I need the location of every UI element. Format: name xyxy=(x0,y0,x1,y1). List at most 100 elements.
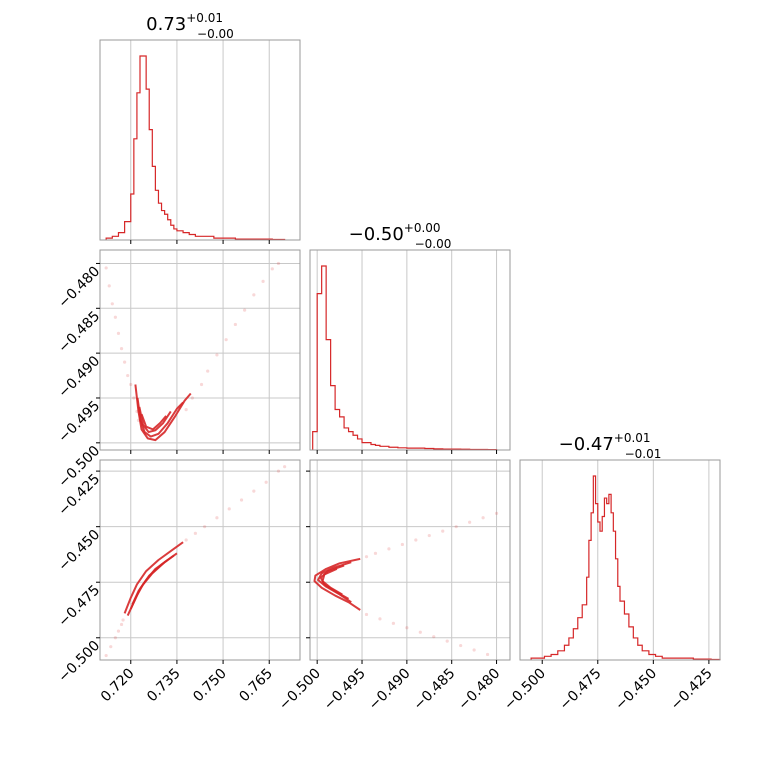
scatter-point xyxy=(184,408,188,412)
scatter-point xyxy=(123,360,127,364)
histogram-step-line xyxy=(312,265,498,451)
scatter-point xyxy=(110,302,114,306)
scatter-point xyxy=(414,538,418,542)
x-tick-label: −0.495 xyxy=(321,666,369,714)
x-tick-label: −0.450 xyxy=(612,666,660,714)
histogram-panel-3: −0.47+0.01 −0.01 xyxy=(519,431,721,664)
title-plus: +0.01 xyxy=(614,431,651,445)
x-tick-label: −0.500 xyxy=(276,666,324,714)
x-tick-label: −0.480 xyxy=(455,666,503,714)
scatter-point xyxy=(119,347,124,351)
scatter-point xyxy=(387,547,391,551)
scatter-point xyxy=(405,626,409,630)
scatter-point xyxy=(441,529,445,533)
scatter-point xyxy=(190,396,194,400)
x-tick-label: 0.735 xyxy=(144,666,184,706)
density-contour xyxy=(123,541,184,614)
scatter-point xyxy=(206,369,210,373)
scatter-point xyxy=(215,516,219,520)
title-minus: −0.00 xyxy=(197,27,234,41)
scatter-point xyxy=(264,480,268,484)
scatter-point xyxy=(113,315,117,319)
scatter-point xyxy=(116,331,121,336)
joint-panel-3 xyxy=(306,459,511,664)
scatter-point xyxy=(121,618,125,622)
panel-frame xyxy=(99,459,301,661)
x-tick-label: −0.485 xyxy=(411,666,459,714)
title-median: −0.50 xyxy=(349,224,404,245)
density-contour xyxy=(126,554,175,616)
scatter-point xyxy=(215,353,219,357)
scatter-point xyxy=(364,555,369,559)
panel-title-3: −0.47+0.01 −0.01 xyxy=(559,431,662,461)
title-minus: −0.00 xyxy=(415,237,452,251)
scatter-point xyxy=(378,617,382,621)
density-contour xyxy=(140,413,167,431)
y-tick-label: −0.480 xyxy=(55,263,103,311)
scatter-point xyxy=(276,469,281,473)
x-tick-label: −0.425 xyxy=(668,666,716,714)
x-tick-label: −0.475 xyxy=(557,666,605,714)
density-contour xyxy=(138,406,172,434)
scatter-point xyxy=(113,636,117,640)
x-tick-label: −0.490 xyxy=(366,666,414,714)
scatter-point xyxy=(193,531,197,535)
scatter-point xyxy=(107,284,111,288)
title-minus: −0.01 xyxy=(625,447,662,461)
scatter-point xyxy=(252,293,256,297)
density-contour xyxy=(131,559,169,605)
scatter-point xyxy=(227,507,231,511)
scatter-point xyxy=(116,629,121,633)
title-median: −0.47 xyxy=(559,434,614,455)
title-median: 0.73 xyxy=(146,14,186,35)
y-tick-label: −0.490 xyxy=(55,353,103,401)
y-tick-label: −0.485 xyxy=(55,308,103,356)
scatter-point xyxy=(129,382,133,387)
panel-title-2: −0.50+0.00 −0.00 xyxy=(349,221,452,251)
x-tick-label: 0.750 xyxy=(190,666,230,706)
panel-frame xyxy=(99,39,301,241)
panel-title-1: 0.73+0.01 −0.00 xyxy=(146,11,234,41)
scatter-point xyxy=(400,542,404,547)
y-tick-label: −0.495 xyxy=(55,398,103,446)
scatter-point xyxy=(481,516,485,520)
density-contour xyxy=(129,552,178,610)
scatter-point xyxy=(109,645,113,649)
scatter-point xyxy=(224,338,228,342)
scatter-point xyxy=(270,267,274,271)
scatter-point xyxy=(184,538,188,542)
scatter-point xyxy=(276,261,281,266)
scatter-point xyxy=(283,465,287,469)
scatter-point xyxy=(104,266,108,270)
panel-frame xyxy=(99,249,301,451)
histogram-panel-1: 0.73+0.01 −0.00 xyxy=(99,11,301,244)
scatter-point xyxy=(364,612,369,617)
x-tick-label: −0.500 xyxy=(501,666,549,714)
scatter-point xyxy=(485,652,490,657)
scatter-point xyxy=(472,648,476,652)
scatter-point xyxy=(445,639,449,643)
title-plus: +0.00 xyxy=(404,221,441,235)
density-contour xyxy=(136,397,184,438)
panel-frame xyxy=(519,459,721,661)
scatter-point xyxy=(104,653,108,658)
scatter-point xyxy=(391,621,396,625)
y-tick-label: −0.500 xyxy=(55,638,103,686)
histogram-step-line xyxy=(105,55,286,241)
x-tick-label: 0.765 xyxy=(236,666,276,706)
y-tick-label: −0.450 xyxy=(55,527,103,575)
scatter-point xyxy=(126,373,130,378)
joint-panel-2: −0.425−0.450−0.475−0.500 xyxy=(55,459,301,686)
scatter-point xyxy=(239,498,244,502)
scatter-point xyxy=(243,308,247,312)
scatter-point xyxy=(203,525,207,529)
scatter-point xyxy=(468,520,472,524)
scatter-point xyxy=(454,525,458,529)
y-tick-label: −0.475 xyxy=(55,582,103,630)
scatter-point xyxy=(252,489,256,493)
scatter-point xyxy=(459,643,463,648)
density-contour xyxy=(313,557,361,611)
scatter-point xyxy=(494,511,499,515)
scatter-point xyxy=(233,322,237,327)
